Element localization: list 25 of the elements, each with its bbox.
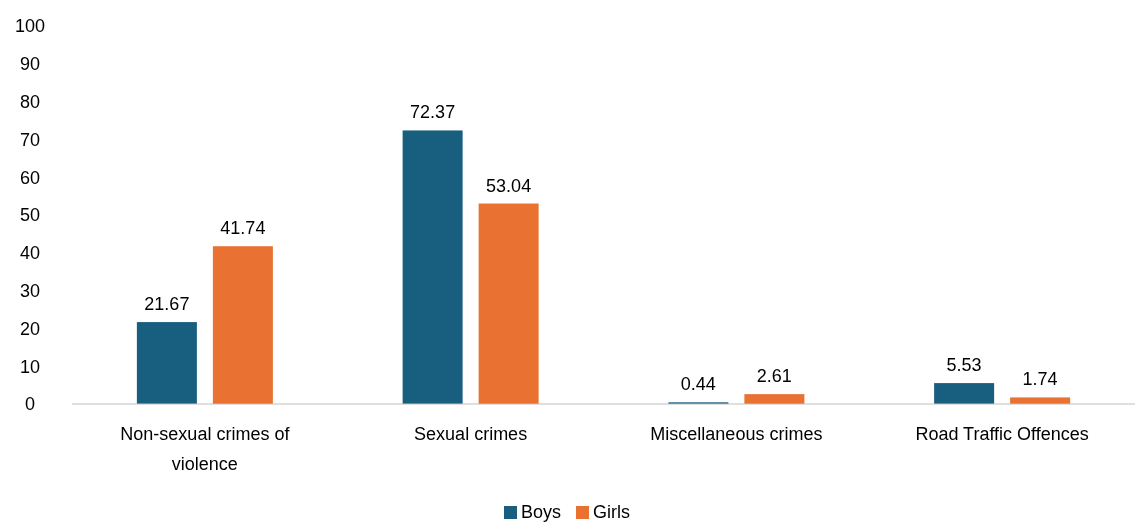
y-tick-label: 50: [19, 205, 41, 226]
data-label: 0.44: [680, 374, 716, 395]
y-tick-label: 40: [19, 243, 41, 264]
data-label: 53.04: [486, 175, 532, 196]
data-label: 5.53: [946, 355, 982, 376]
y-tick-label: 60: [19, 167, 41, 188]
y-tick-label: 100: [14, 16, 46, 37]
data-label: 41.74: [220, 218, 266, 239]
data-label: 72.37: [410, 102, 456, 123]
y-tick-label: 10: [19, 356, 41, 377]
x-tick-label: Road Traffic Offences: [915, 424, 1089, 444]
x-tick-label: Miscellaneous crimes: [650, 424, 823, 444]
x-tick-label: Non-sexual crimes of violence: [120, 424, 291, 474]
y-tick-label: 80: [19, 91, 41, 112]
data-label: 2.61: [756, 366, 792, 387]
legend-label: Girls: [593, 502, 631, 522]
data-label: 1.74: [1022, 369, 1058, 390]
y-tick-label: 20: [19, 318, 41, 339]
legend-label: Boys: [521, 502, 562, 522]
y-tick-label: 90: [19, 54, 41, 75]
y-tick-label: 0: [24, 394, 36, 415]
y-tick-label: 70: [19, 129, 41, 150]
y-tick-label: 30: [19, 280, 41, 301]
x-tick-label: Sexual crimes: [414, 424, 528, 444]
data-label: 21.67: [144, 294, 190, 315]
